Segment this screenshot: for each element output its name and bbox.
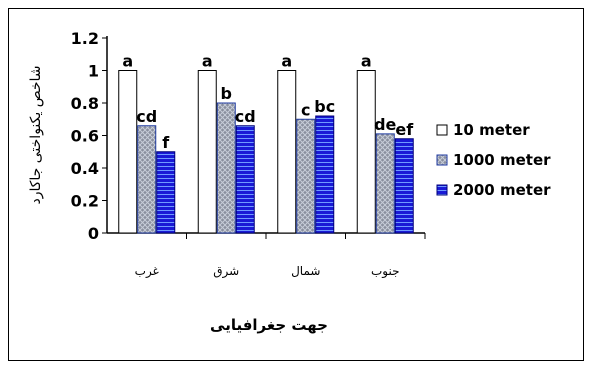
bar [376, 134, 394, 233]
bar [316, 116, 334, 233]
y-tick-label: 0.8 [71, 94, 99, 113]
y-tick-label: 0.6 [71, 127, 99, 146]
bar [119, 71, 137, 234]
y-tick-label: 1 [88, 62, 99, 81]
x-tick-label: شمال [291, 264, 320, 278]
y-tick-label: 0.4 [71, 159, 99, 178]
data-label: ef [395, 120, 414, 139]
y-tick-label: 0.2 [71, 192, 99, 211]
bar [357, 71, 375, 234]
bar [138, 126, 156, 233]
y-axis-title: شاخص یکنواختی جاکارد [28, 65, 44, 204]
legend-swatch [437, 155, 447, 165]
bar [395, 139, 413, 233]
data-label: cd [136, 107, 157, 126]
bar [198, 71, 216, 234]
legend-label: 1000 meter [453, 151, 551, 169]
legend-swatch [437, 125, 447, 135]
y-tick-label: 1.2 [71, 29, 99, 48]
data-label: a [202, 52, 213, 71]
data-label: b [221, 84, 232, 103]
x-axis-title: جهت جغرافیایی [210, 316, 328, 334]
bar [217, 103, 235, 233]
legend-label: 2000 meter [453, 181, 551, 199]
data-label: cd [235, 107, 256, 126]
data-label: a [122, 52, 133, 71]
bar [236, 126, 254, 233]
legend-label: 10 meter [453, 121, 530, 139]
data-label: bc [314, 97, 335, 116]
x-tick-label: شرق [213, 264, 239, 279]
data-label: a [361, 52, 372, 71]
x-tick-label: غرب [135, 264, 159, 279]
legend-swatch [437, 185, 447, 195]
bar [297, 119, 315, 233]
x-tick-label: جنوب [371, 264, 400, 279]
data-label: f [162, 133, 170, 152]
data-label: c [301, 100, 310, 119]
bar [157, 152, 175, 233]
y-tick-label: 0 [88, 224, 99, 243]
data-label: a [281, 52, 292, 71]
bar [278, 71, 296, 234]
data-label: de [374, 115, 396, 134]
